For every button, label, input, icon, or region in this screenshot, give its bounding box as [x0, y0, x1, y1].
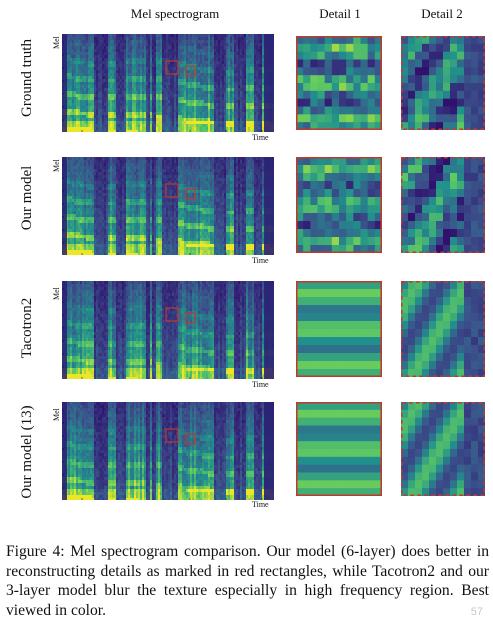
detail2-column-header: Detail 2 [421, 6, 463, 21]
mel-axis-label: Mel [52, 408, 61, 421]
mel-axis-label: Mel [52, 159, 61, 172]
mel-spectrogram-tacotron2 [62, 281, 274, 379]
mel-axis-label: Mel [52, 36, 61, 49]
time-axis-label: Time [252, 133, 269, 142]
detail1-our-model-13 [296, 402, 382, 496]
row-label-our-model-13: Our model (13) [19, 405, 35, 499]
detail1-our-model [296, 157, 382, 253]
detail1-column-header: Detail 1 [319, 6, 361, 21]
watermark: 57 [470, 606, 483, 618]
time-axis-label: Time [252, 380, 269, 389]
row-label-our-model: Our model [19, 165, 35, 231]
detail1-ground-truth [296, 36, 382, 130]
mel-column-header: Mel spectrogram [130, 6, 220, 21]
detail2-tacotron2 [401, 281, 485, 377]
detail2-ground-truth [401, 36, 485, 130]
detail1-tacotron2 [296, 281, 382, 377]
figure-caption: Figure 4: Mel spectrogram comparison. Ou… [6, 543, 489, 619]
time-axis-label: Time [252, 256, 269, 265]
mel-spectrogram-ground-truth [62, 34, 274, 132]
mel-spectrogram-our-model [62, 157, 274, 255]
mel-spectrogram-our-model-13 [62, 402, 274, 500]
detail2-our-model [401, 157, 485, 253]
mel-axis-label: Mel [52, 287, 61, 300]
row-label-ground-truth: Ground truth [19, 39, 35, 117]
time-axis-label: Time [252, 500, 269, 509]
row-label-tacotron2: Tacotron2 [19, 297, 35, 359]
detail2-our-model-13 [401, 402, 485, 496]
